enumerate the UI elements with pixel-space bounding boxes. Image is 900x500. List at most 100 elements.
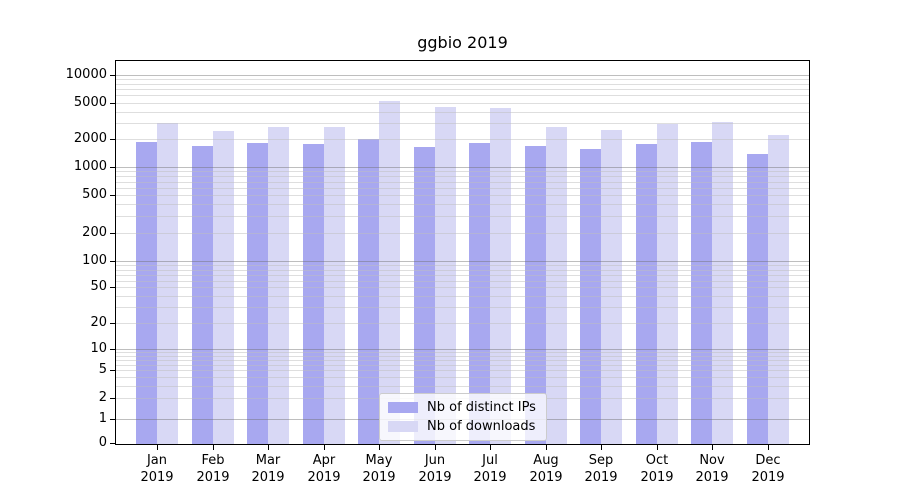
legend-item-distinct-ips: Nb of distinct IPs (388, 400, 536, 415)
gridline-60 (116, 281, 809, 282)
x-tick-label-apr: Apr 2019 (307, 453, 341, 485)
gridline-4000 (116, 112, 809, 113)
y-tick-label-50: 50 (90, 279, 107, 294)
y-tick-mark (110, 167, 115, 168)
y-tick-mark (110, 349, 115, 350)
bar-mar-downloads (268, 126, 289, 444)
bar-aug-distinct-ips (525, 145, 546, 444)
y-tick-label-20: 20 (90, 315, 107, 330)
gridline-4 (116, 377, 809, 378)
x-tick-mark (657, 445, 658, 450)
y-tick-mark (110, 75, 115, 76)
x-tick-label-feb: Feb 2019 (196, 453, 230, 485)
y-tick-label-0: 0 (98, 435, 107, 450)
x-tick-label-oct: Oct 2019 (640, 453, 674, 485)
gridline-9000 (116, 79, 809, 80)
x-tick-mark (601, 445, 602, 450)
gridline-90 (116, 265, 809, 266)
bar-apr-distinct-ips (303, 143, 324, 444)
gridline-200 (116, 233, 809, 234)
gridline-10 (116, 349, 809, 350)
y-tick-label-2: 2 (98, 390, 107, 405)
y-tick-label-5: 5 (98, 362, 107, 377)
bar-apr-downloads (324, 126, 345, 444)
x-tick-mark (546, 445, 547, 450)
gridline-7000 (116, 89, 809, 90)
x-tick-mark (379, 445, 380, 450)
gridline-2000 (116, 139, 809, 140)
gridline-700 (116, 182, 809, 183)
y-tick-mark (110, 323, 115, 324)
x-tick-mark (435, 445, 436, 450)
gridline-20 (116, 323, 809, 324)
gridline-30 (116, 307, 809, 308)
gridline-50 (116, 287, 809, 288)
bar-nov-distinct-ips (691, 141, 712, 444)
gridline-6000 (116, 95, 809, 96)
y-tick-mark (110, 443, 115, 444)
legend: Nb of distinct IPs Nb of downloads (379, 393, 547, 441)
x-tick-mark (768, 445, 769, 450)
gridline-5 (116, 370, 809, 371)
y-tick-mark (110, 233, 115, 234)
x-tick-label-sep: Sep 2019 (584, 453, 618, 485)
bar-jun-distinct-ips (414, 147, 435, 444)
y-tick-label-10: 10 (90, 341, 107, 356)
x-tick-label-jun: Jun 2019 (418, 453, 452, 485)
gridline-10000 (116, 75, 809, 76)
bar-jan-distinct-ips (136, 141, 157, 444)
y-tick-label-1000: 1000 (73, 159, 107, 174)
chart-title: ggbio 2019 (417, 33, 508, 52)
y-tick-mark (110, 419, 115, 420)
y-tick-label-10000: 10000 (65, 67, 107, 82)
y-tick-label-200: 200 (82, 225, 107, 240)
y-tick-mark (110, 103, 115, 104)
legend-swatch-downloads (388, 421, 418, 432)
gridline-80 (116, 270, 809, 271)
y-tick-label-100: 100 (82, 253, 107, 268)
gridline-7 (116, 360, 809, 361)
y-tick-label-2000: 2000 (73, 131, 107, 146)
x-tick-mark (712, 445, 713, 450)
gridline-600 (116, 188, 809, 189)
gridline-1000 (116, 167, 809, 168)
x-tick-label-mar: Mar 2019 (251, 453, 285, 485)
gridline-300 (116, 216, 809, 217)
y-tick-mark (110, 195, 115, 196)
y-tick-mark (110, 370, 115, 371)
bar-jul-distinct-ips (469, 143, 490, 444)
gridline-70 (116, 275, 809, 276)
gridline-40 (116, 296, 809, 297)
x-tick-mark (157, 445, 158, 450)
x-tick-label-jul: Jul 2019 (473, 453, 507, 485)
x-tick-label-aug: Aug 2019 (529, 453, 563, 485)
gridline-9 (116, 352, 809, 353)
bar-nov-downloads (712, 121, 733, 444)
bar-oct-distinct-ips (636, 143, 657, 444)
legend-swatch-distinct-ips (388, 402, 418, 413)
bar-jan-downloads (157, 122, 178, 444)
x-tick-label-jan: Jan 2019 (140, 453, 174, 485)
y-tick-label-500: 500 (82, 187, 107, 202)
legend-label-downloads: Nb of downloads (427, 419, 536, 434)
bar-oct-downloads (657, 124, 678, 444)
bar-may-distinct-ips (358, 139, 379, 444)
bar-aug-downloads (546, 127, 567, 444)
bar-feb-distinct-ips (192, 146, 213, 444)
bar-dec-distinct-ips (747, 153, 768, 444)
x-tick-label-dec: Dec 2019 (751, 453, 785, 485)
gridline-8 (116, 356, 809, 357)
y-tick-mark (110, 139, 115, 140)
plot-area: Nb of distinct IPs Nb of downloads (115, 60, 810, 445)
gridline-800 (116, 176, 809, 177)
y-tick-label-1: 1 (98, 411, 107, 426)
gridline-8000 (116, 84, 809, 85)
x-tick-label-nov: Nov 2019 (695, 453, 729, 485)
bar-mar-distinct-ips (247, 142, 268, 444)
x-tick-label-may: May 2019 (362, 453, 396, 485)
gridline-3 (116, 386, 809, 387)
x-tick-mark (324, 445, 325, 450)
gridline-400 (116, 204, 809, 205)
gridline-3000 (116, 123, 809, 124)
